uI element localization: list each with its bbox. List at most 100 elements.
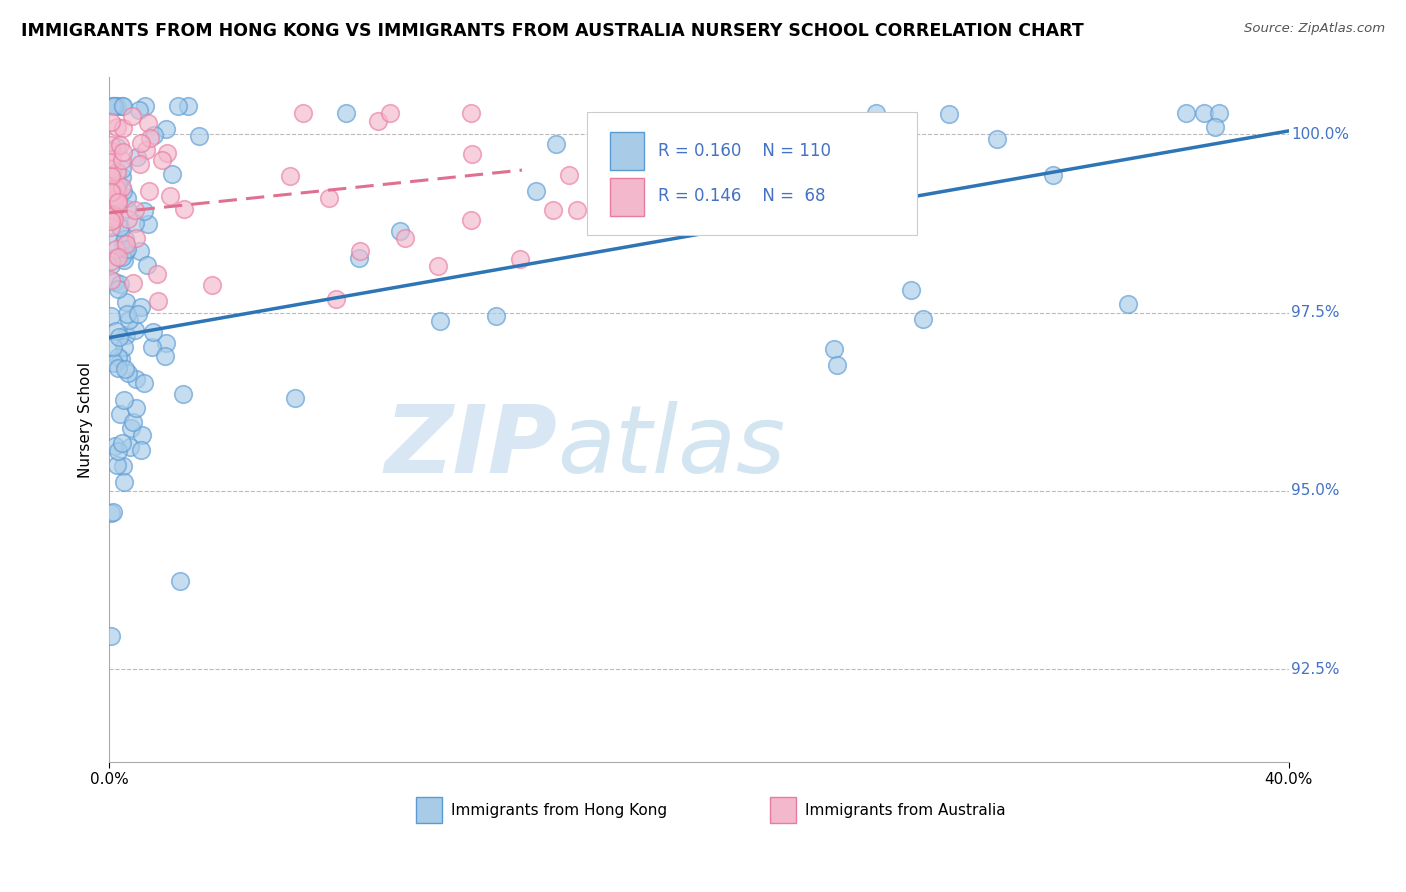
Point [1192,106,1215,120]
Point [120,440,142,454]
Point [124,216,146,230]
Point [128,244,150,259]
Point [865,106,887,120]
Point [139,131,162,145]
FancyBboxPatch shape [586,112,917,235]
Point [136,217,159,231]
Point [115,191,138,205]
Point [112,252,135,267]
Point [349,244,371,259]
Point [100,310,122,324]
Point [135,143,157,157]
Point [169,574,191,589]
Point [117,211,139,226]
Point [111,153,134,167]
Point [127,150,149,164]
Point [900,283,922,297]
Point [111,436,134,450]
Point [111,162,134,177]
Point [884,213,907,227]
Point [105,189,128,203]
Point [105,99,128,113]
Point [112,340,135,354]
Point [100,630,122,644]
Point [100,220,122,235]
Point [117,366,139,380]
Point [111,235,134,250]
Point [101,209,124,223]
Point [101,340,124,354]
Point [1204,120,1226,135]
Point [118,313,141,327]
Point [103,212,125,227]
Point [678,127,700,141]
Point [156,146,179,161]
Point [162,167,184,181]
Point [565,202,588,217]
Point [558,168,581,182]
Point [128,157,150,171]
Point [544,137,567,152]
Point [159,188,181,202]
Point [986,132,1008,146]
Point [938,106,960,120]
Point [104,439,127,453]
Point [142,325,165,339]
Point [100,210,122,224]
Point [134,204,156,219]
Point [100,213,122,227]
Point [461,147,484,161]
Point [1175,106,1198,120]
Point [1116,296,1139,310]
Point [111,170,134,185]
Point [112,184,135,198]
Point [131,427,153,442]
Point [107,193,129,207]
Point [107,360,129,375]
Point [155,335,177,350]
Point [509,252,531,267]
Point [155,122,177,136]
Point [124,202,146,217]
Point [108,220,131,235]
Point [127,307,149,321]
Point [107,194,129,209]
Point [825,358,848,372]
Point [100,115,122,129]
Point [318,191,340,205]
Point [173,202,195,216]
Text: 97.5%: 97.5% [1291,305,1340,320]
Point [125,372,148,386]
Point [201,277,224,292]
Text: Immigrants from Hong Kong: Immigrants from Hong Kong [451,804,668,819]
Point [388,223,411,237]
Point [325,293,347,307]
Point [103,192,125,206]
Point [100,169,122,184]
Point [101,152,124,166]
Point [658,201,681,215]
Point [138,184,160,198]
Point [141,340,163,354]
Point [111,179,134,194]
Point [121,277,143,291]
Point [129,136,152,151]
Point [100,211,122,226]
Point [122,415,145,429]
Point [125,231,148,245]
Point [129,442,152,457]
Point [121,109,143,123]
Point [103,99,125,113]
Point [136,115,159,129]
Point [100,202,122,217]
Point [107,250,129,264]
Point [100,258,122,272]
Point [541,202,564,217]
Text: ZIP: ZIP [384,401,557,493]
Point [1042,168,1064,182]
Point [460,106,482,120]
Point [114,328,136,343]
Y-axis label: Nursery School: Nursery School [79,361,93,477]
Text: 92.5%: 92.5% [1291,662,1340,676]
Point [172,386,194,401]
